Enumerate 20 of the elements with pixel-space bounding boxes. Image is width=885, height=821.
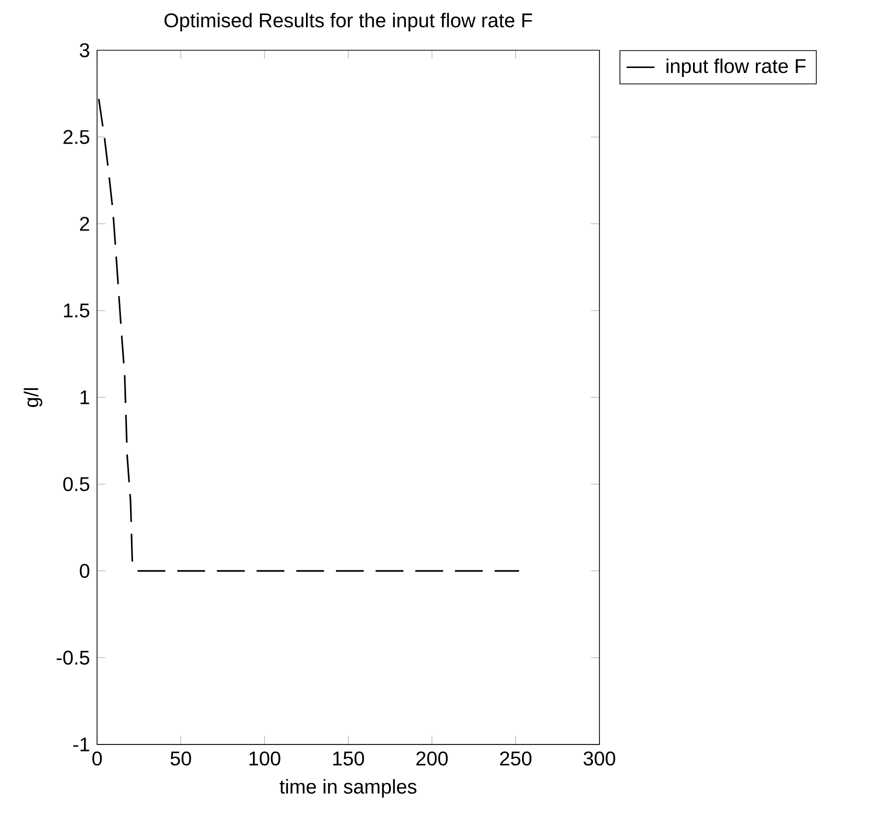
x-axis-title: time in samples xyxy=(280,779,416,798)
y-tick-label: 3 xyxy=(80,43,90,58)
x-tick-label: 200 xyxy=(416,752,448,766)
x-tick-label: 150 xyxy=(333,752,364,766)
y-tick-label: -0.5 xyxy=(56,650,90,665)
x-tick-label: 50 xyxy=(170,752,192,766)
y-tick-label: 0.5 xyxy=(63,477,90,492)
y-axis-title: g/l xyxy=(24,388,42,408)
y-tick-label: 1 xyxy=(80,390,90,404)
legend-label: input flow rate F xyxy=(666,58,806,78)
y-tick-label: 0 xyxy=(80,564,90,578)
x-tick-label: 0 xyxy=(92,752,102,766)
y-tick-label: -1 xyxy=(73,738,90,752)
x-tick-label: 300 xyxy=(584,752,616,766)
y-tick-label: 2.5 xyxy=(63,130,90,144)
x-tick-label: 250 xyxy=(500,752,532,766)
y-tick-label: 2 xyxy=(80,217,90,231)
y-tick-label: 1.5 xyxy=(64,304,90,318)
chart-title: Optimised Results for the input flow rate F xyxy=(164,13,532,32)
x-tick-label: 100 xyxy=(250,752,280,766)
